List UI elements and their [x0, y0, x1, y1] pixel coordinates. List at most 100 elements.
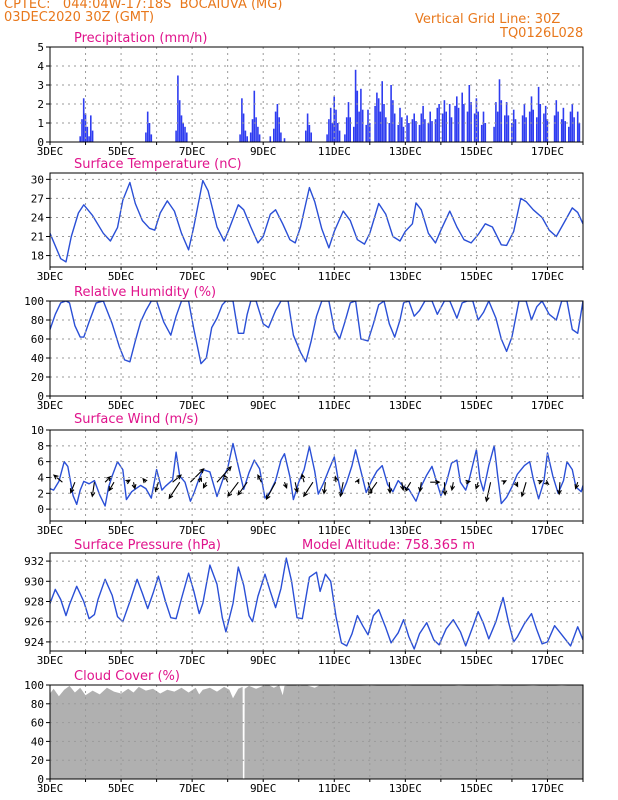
wind-arrow — [474, 482, 480, 490]
wind-arrow — [442, 482, 448, 497]
y-tick-label: 40 — [31, 352, 44, 365]
precip-bar — [331, 123, 334, 142]
x-tick-label: 9DEC — [250, 270, 277, 283]
precip-bar — [401, 117, 403, 142]
precip-bar — [90, 115, 92, 142]
precip-bar — [328, 119, 330, 142]
x-tick-label: 17DEC — [531, 782, 564, 795]
y-tick-label: 21 — [31, 231, 44, 244]
panel-frame — [49, 300, 584, 397]
y-tick-label: 932 — [24, 555, 44, 568]
precip-bar — [454, 105, 456, 142]
x-tick-label: 5DEC — [108, 782, 135, 795]
wind-arrow — [484, 482, 492, 503]
precip-bar — [347, 102, 350, 142]
x-tick-label: 15DEC — [460, 145, 493, 158]
wind-arrow — [237, 481, 248, 496]
y-tick-label: 3 — [37, 79, 44, 92]
precip-bar — [415, 121, 417, 142]
wind-arrow — [108, 481, 115, 492]
precip-bar — [445, 111, 447, 142]
precip-bar — [553, 115, 556, 142]
y-tick-label: 100 — [24, 295, 44, 308]
precip-bar — [390, 85, 392, 142]
precip-bar — [269, 136, 272, 142]
panel-title: Surface Pressure (hPa) — [74, 538, 221, 553]
precip-bar — [82, 98, 85, 142]
y-tick-label: 30 — [31, 173, 44, 186]
precip-bar — [150, 134, 153, 142]
wind-arrow — [172, 474, 182, 483]
precip-bar — [576, 111, 579, 142]
x-tick-label: 9DEC — [250, 399, 277, 412]
x-tick-label: 13DEC — [389, 524, 422, 537]
precip-bar — [399, 107, 401, 142]
precip-bar — [338, 130, 341, 142]
precip-bar — [280, 132, 282, 142]
precip-bar — [512, 109, 515, 142]
wind-arrow — [544, 480, 550, 486]
precip-bar — [411, 119, 414, 142]
precip-bar — [175, 130, 177, 142]
precip-bar — [406, 115, 408, 142]
x-tick-label: 13DEC — [389, 654, 422, 667]
x-tick-label: 11DEC — [318, 524, 351, 537]
precip-bar — [470, 102, 472, 142]
precip-bar — [528, 111, 531, 142]
wind-arrow — [556, 482, 562, 496]
x-tick-label: 5DEC — [108, 654, 135, 667]
x-tick-label: 7DEC — [179, 270, 206, 283]
precip-bar — [81, 119, 83, 142]
x-tick-label: 15DEC — [460, 399, 493, 412]
wind-arrow — [90, 482, 96, 498]
wind-arrow — [69, 481, 76, 494]
x-tick-label: 15DEC — [460, 782, 493, 795]
panel-title: Precipitation (mm/h) — [74, 31, 207, 46]
panel-frame — [49, 684, 584, 780]
x-tick-label: 11DEC — [318, 145, 351, 158]
wind-arrow — [465, 479, 472, 485]
x-tick-label: 3DEC — [37, 524, 64, 537]
wind-arrow — [131, 482, 137, 490]
header-grid-note: Vertical Grid Line: 30Z — [415, 12, 561, 27]
x-tick-label: 17DEC — [531, 145, 564, 158]
y-tick-label: 27 — [31, 192, 44, 205]
x-tick-label: 7DEC — [179, 399, 206, 412]
y-tick-label: 2 — [37, 98, 44, 111]
wind-arrow — [142, 477, 148, 484]
wind-arrow — [168, 481, 181, 500]
precip-bar — [525, 117, 527, 142]
wind-arrow — [387, 482, 393, 494]
precip-bar — [505, 102, 508, 142]
wind-arrow — [400, 482, 405, 492]
precip-bar — [383, 104, 385, 142]
wind-arrow — [520, 482, 527, 498]
precip-bar — [468, 85, 471, 142]
y-tick-label: 1 — [37, 117, 44, 130]
precip-bar — [569, 111, 572, 142]
wind-arrow — [537, 479, 544, 485]
header-run-time: 03DEC2020 30Z (GMT) — [4, 10, 155, 25]
panel-frame — [49, 46, 584, 143]
y-tick-label: 0 — [37, 503, 44, 516]
precip-bar — [353, 126, 355, 142]
precip-bar — [507, 115, 510, 142]
precip-bar — [560, 119, 563, 142]
panel-frame — [49, 429, 584, 522]
precip-bar — [443, 100, 446, 142]
y-tick-label: 926 — [24, 616, 44, 629]
x-tick-label: 9DEC — [250, 782, 277, 795]
precip-bar — [283, 138, 286, 142]
precip-bar — [249, 132, 252, 142]
wind-arrow — [450, 482, 456, 492]
precip-bar — [276, 104, 279, 142]
x-tick-label: 3DEC — [37, 654, 64, 667]
x-tick-label: 13DEC — [389, 270, 422, 283]
precip-bar — [258, 134, 261, 142]
precip-bar — [251, 119, 254, 142]
x-tick-label: 11DEC — [318, 782, 351, 795]
precip-bar — [429, 111, 431, 142]
precip-bar — [273, 128, 275, 142]
y-tick-label: 4 — [37, 60, 44, 73]
x-tick-label: 17DEC — [531, 399, 564, 412]
